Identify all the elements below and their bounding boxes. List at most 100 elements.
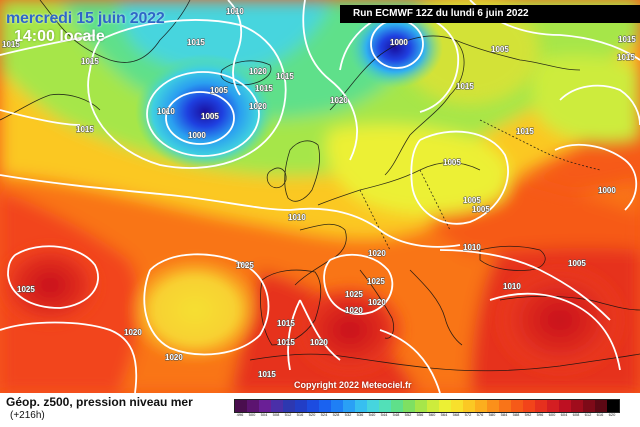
color-scale-swatch	[547, 400, 559, 412]
color-scale-label: 540	[368, 412, 376, 417]
color-scale-swatch	[499, 400, 511, 412]
color-scale-swatch	[439, 400, 451, 412]
pressure-label: 1015	[617, 53, 635, 62]
color-scale-swatch	[415, 400, 427, 412]
color-scale-label: 588	[512, 412, 520, 417]
color-scale-swatch	[319, 400, 331, 412]
pressure-label: 1010	[226, 7, 244, 16]
color-scale-label: 516	[296, 412, 304, 417]
forecast-time-title: 14:00 locale	[14, 28, 105, 45]
pressure-label: 1025	[367, 277, 385, 286]
color-scale-label: 620	[608, 412, 616, 417]
color-scale-swatch	[475, 400, 487, 412]
color-scale-swatch	[535, 400, 547, 412]
color-scale-swatch	[247, 400, 259, 412]
color-scale-swatch	[271, 400, 283, 412]
pressure-label: 1015	[81, 57, 99, 66]
pressure-label: 1005	[210, 86, 228, 95]
pressure-label: 1020	[368, 298, 386, 307]
forecast-offset: (+216h)	[10, 410, 45, 421]
color-scale-label: 592	[524, 412, 532, 417]
color-scale-swatch	[559, 400, 571, 412]
color-scale-swatch	[235, 400, 247, 412]
color-scale-swatch	[307, 400, 319, 412]
color-scale-label: 508	[272, 412, 280, 417]
pressure-label: 1020	[368, 249, 386, 258]
isobars	[0, 0, 640, 393]
pressure-label: 1015	[255, 84, 273, 93]
color-scale-label: 612	[584, 412, 592, 417]
color-scale-label: 536	[356, 412, 364, 417]
color-scale-swatch	[511, 400, 523, 412]
pressure-label: 1025	[236, 261, 254, 270]
color-scale-label: 568	[452, 412, 460, 417]
color-scale-swatch	[343, 400, 355, 412]
color-scale-label: 512	[284, 412, 292, 417]
pressure-label: 1020	[310, 338, 328, 347]
pressure-label: 1025	[345, 290, 363, 299]
pressure-label: 1020	[345, 306, 363, 315]
pressure-label: 1005	[443, 158, 461, 167]
color-scale-swatch	[583, 400, 595, 412]
color-scale-label: 556	[416, 412, 424, 417]
pressure-label: 1000	[188, 131, 206, 140]
color-scale-label: 608	[572, 412, 580, 417]
color-scale-swatch	[259, 400, 271, 412]
pressure-label: 1015	[277, 338, 295, 347]
color-scale-label: 584	[500, 412, 508, 417]
pressure-label: 1015	[618, 35, 636, 44]
pressure-label: 1015	[276, 72, 294, 81]
pressure-label: 1025	[17, 285, 35, 294]
pressure-label: 1000	[598, 186, 616, 195]
color-scale-label: 532	[344, 412, 352, 417]
pressure-label: 1020	[124, 328, 142, 337]
pressure-label: 1015	[277, 319, 295, 328]
model-run-banner: Run ECMWF 12Z du lundi 6 juin 2022	[340, 5, 640, 23]
color-scale-label: 504	[260, 412, 268, 417]
color-scale-label: 544	[380, 412, 388, 417]
pressure-label: 1005	[201, 112, 219, 121]
color-scale-swatch	[607, 400, 619, 412]
color-scale-label: 604	[560, 412, 568, 417]
color-scale-swatch	[331, 400, 343, 412]
pressure-label: 1010	[503, 282, 521, 291]
pressure-label: 1005	[491, 45, 509, 54]
map-caption: Géop. z500, pression niveau mer	[6, 395, 193, 409]
color-scale-swatch	[487, 400, 499, 412]
color-scale-label: 564	[440, 412, 448, 417]
color-scale-label: 560	[428, 412, 436, 417]
pressure-label: 1005	[463, 196, 481, 205]
color-scale-swatch	[595, 400, 607, 412]
color-scale-label: 576	[476, 412, 484, 417]
color-scale-swatch	[295, 400, 307, 412]
pressure-label: 1020	[249, 67, 267, 76]
pressure-label: 1015	[187, 38, 205, 47]
pressure-label: 1000	[390, 38, 408, 47]
color-scale-label: 500	[248, 412, 256, 417]
color-scale-label: 496	[236, 412, 244, 417]
pressure-label: 1005	[472, 205, 490, 214]
pressure-label: 1015	[258, 370, 276, 379]
geopotential-field	[0, 0, 640, 393]
forecast-date-title: mercredi 15 juin 2022	[6, 10, 165, 27]
legend-bar: Géop. z500, pression niveau mer (+216h) …	[0, 393, 640, 427]
color-scale-swatch	[403, 400, 415, 412]
pressure-label: 1015	[2, 40, 20, 49]
weather-map[interactable]: 1010 1015 1015 1015 1015 1010 1005 1005 1000 1020…	[0, 0, 640, 393]
color-scale-label: 600	[548, 412, 556, 417]
pressure-label: 1010	[463, 243, 481, 252]
color-scale-swatch	[523, 400, 535, 412]
color-scale-swatch	[391, 400, 403, 412]
pressure-label: 1015	[76, 125, 94, 134]
color-scale-label: 552	[404, 412, 412, 417]
color-scale-swatch	[427, 400, 439, 412]
color-scale-label: 596	[536, 412, 544, 417]
coastlines	[0, 0, 640, 372]
color-scale-label: 616	[596, 412, 604, 417]
color-scale-swatch	[463, 400, 475, 412]
color-scale-swatch	[451, 400, 463, 412]
copyright-text: Copyright 2022 Meteociel.fr	[294, 380, 412, 390]
color-scale-labels: 496 500 504 508 512 516 520 524 528 532 536 540 544 5…	[234, 412, 618, 420]
color-scale-label: 580	[488, 412, 496, 417]
